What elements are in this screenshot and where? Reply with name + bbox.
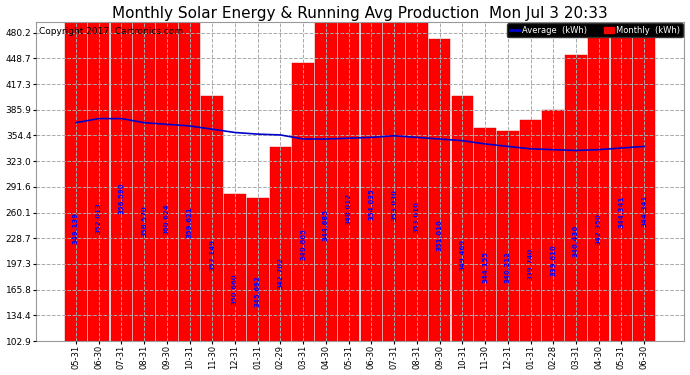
- Bar: [565, 55, 586, 341]
- Text: 344.341: 344.341: [641, 195, 647, 227]
- Text: 357.149: 357.149: [209, 239, 215, 271]
- Text: 352.013: 352.013: [96, 202, 101, 234]
- Text: 339.740: 339.740: [527, 248, 533, 280]
- Text: 344.685: 344.685: [323, 209, 329, 241]
- Bar: [542, 111, 564, 341]
- Bar: [361, 0, 382, 341]
- Text: 353.030: 353.030: [391, 189, 397, 221]
- Bar: [88, 0, 110, 341]
- Bar: [428, 39, 451, 341]
- Bar: [338, 0, 359, 341]
- Title: Monthly Solar Energy & Running Avg Production  Mon Jul 3 20:33: Monthly Solar Energy & Running Avg Produ…: [112, 6, 608, 21]
- Bar: [247, 198, 268, 341]
- Bar: [201, 96, 223, 341]
- Text: 356.590: 356.590: [119, 182, 124, 214]
- Text: 350.660: 350.660: [232, 274, 238, 305]
- Text: 359.621: 359.621: [186, 207, 193, 238]
- Bar: [65, 18, 87, 341]
- Bar: [474, 129, 496, 341]
- Text: 344.155: 344.155: [482, 251, 488, 283]
- Bar: [224, 194, 246, 341]
- Text: 348.012: 348.012: [346, 194, 352, 225]
- Legend: Average  (kWh), Monthly  (kWh): Average (kWh), Monthly (kWh): [507, 23, 683, 38]
- Bar: [293, 63, 314, 341]
- Bar: [406, 0, 428, 341]
- Text: 351.010: 351.010: [437, 219, 442, 251]
- Text: 344.341: 344.341: [618, 196, 624, 228]
- Bar: [588, 22, 609, 341]
- Bar: [497, 131, 519, 341]
- Bar: [270, 147, 291, 341]
- Text: 342.350: 342.350: [595, 213, 602, 245]
- Text: 358.570: 358.570: [141, 205, 147, 237]
- Bar: [520, 120, 541, 341]
- Bar: [110, 0, 132, 341]
- Bar: [384, 0, 405, 341]
- Text: 340.605: 340.605: [300, 228, 306, 260]
- Text: 340.212: 340.212: [505, 252, 511, 284]
- Text: 349.139: 349.139: [73, 212, 79, 244]
- Bar: [315, 10, 337, 341]
- Text: 354.035: 354.035: [368, 188, 375, 220]
- Text: 340.430: 340.430: [573, 225, 579, 257]
- Bar: [451, 96, 473, 341]
- Bar: [633, 0, 655, 341]
- Text: 339.610: 339.610: [550, 244, 556, 276]
- Text: 353.010: 353.010: [414, 201, 420, 232]
- Text: 342.702: 342.702: [277, 257, 284, 289]
- Text: 349.469: 349.469: [460, 239, 465, 271]
- Text: 345.692: 345.692: [255, 275, 261, 307]
- Text: 360.624: 360.624: [164, 204, 170, 235]
- Bar: [611, 0, 632, 341]
- Bar: [179, 2, 200, 341]
- Bar: [133, 0, 155, 341]
- Bar: [156, 0, 177, 341]
- Text: Copyright 2017  Cartronics.com: Copyright 2017 Cartronics.com: [39, 27, 183, 36]
